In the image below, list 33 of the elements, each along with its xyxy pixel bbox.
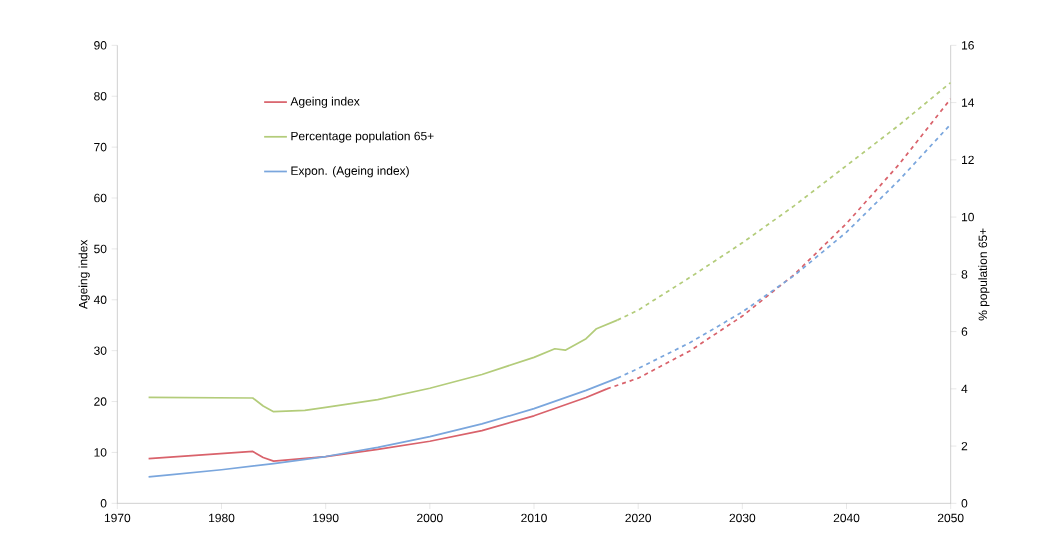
y-tick-label: 60 [94,193,107,203]
y2-axis-title: % population 65+ [978,228,990,321]
y-tick-label: 40 [93,295,107,305]
x-tick-label: 2040 [833,513,860,523]
y2-tick-label: 10 [962,212,974,222]
y2-tick-label: 12 [962,155,974,165]
y2-tick-label: 16 [962,41,974,50]
y-axis-title: Ageing index [78,239,90,310]
x-tick-label: 1970 [104,513,131,523]
y2-tick-label: 8 [961,270,968,279]
x-tick-label: 2050 [937,513,964,523]
y-tick-label: 90 [94,41,107,50]
y2-tick-label: 2 [961,441,968,451]
legend-label: Percentage population 65+ [291,131,434,143]
y-tick-label: 50 [94,244,107,254]
x-tick-label: 2000 [417,513,443,523]
y-tick-label: 70 [94,142,107,152]
legend-label: Expon. (Ageing index) [291,166,409,178]
x-tick-label: 2010 [521,513,547,523]
legend-label: Ageing index [290,96,360,108]
x-tick-label: 2030 [729,513,756,523]
y2-tick-label: 0 [961,499,968,508]
y-tick-label: 0 [100,499,107,508]
x-tick-label: 1990 [313,513,339,523]
x-tick-label: 2020 [625,513,652,523]
y2-tick-label: 4 [961,384,968,393]
y2-tick-label: 14 [962,98,975,107]
x-tick-label: 1980 [209,513,235,523]
y-tick-label: 80 [94,91,107,101]
y-tick-label: 10 [94,448,107,457]
y2-tick-label: 6 [961,327,968,336]
y-tick-label: 30 [94,346,107,355]
y-tick-label: 20 [94,397,107,406]
